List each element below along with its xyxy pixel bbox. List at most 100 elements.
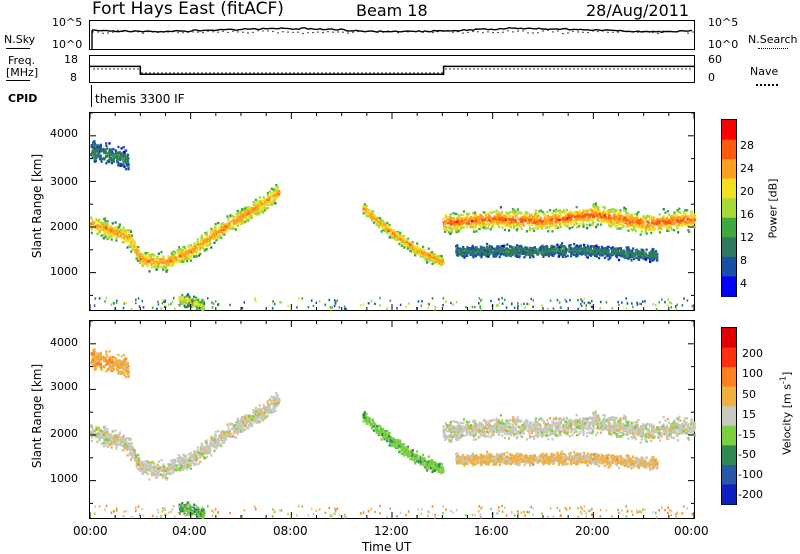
power-cell <box>270 200 273 203</box>
power-cell <box>620 223 623 227</box>
power-cell <box>518 246 521 249</box>
nave-point <box>493 68 495 70</box>
power-cell <box>112 234 115 238</box>
power-cell <box>247 216 250 219</box>
power-cell <box>239 212 242 215</box>
power-ytick-1000: 1000 <box>50 265 78 278</box>
power-cell <box>223 233 226 236</box>
power-cell <box>524 247 527 250</box>
nave-point <box>477 68 479 70</box>
power-cell <box>90 216 93 219</box>
power-cell <box>152 261 155 264</box>
nave-point <box>537 68 539 70</box>
power-cell <box>613 218 616 221</box>
noise-search-point <box>137 31 139 33</box>
power-cell <box>562 216 565 219</box>
nave-point <box>333 72 335 74</box>
nave-point <box>445 68 447 70</box>
power-cell <box>564 251 567 255</box>
noise-search-point <box>162 31 164 33</box>
power-cell <box>484 227 487 231</box>
power-cell <box>216 235 219 239</box>
power-cell <box>247 209 250 212</box>
power-cell <box>551 217 554 221</box>
power-cell <box>102 227 105 230</box>
power-cell <box>127 230 131 233</box>
power-cell <box>626 217 629 220</box>
nave-point <box>529 68 531 70</box>
power-cell <box>467 222 470 225</box>
power-cell <box>126 229 129 232</box>
power-cell <box>435 254 438 257</box>
power-cell <box>636 303 639 306</box>
noise-search-point <box>327 31 329 33</box>
power-cell <box>559 212 562 215</box>
power-cell <box>498 245 501 249</box>
power-cell <box>185 258 188 261</box>
power-cell <box>183 258 186 261</box>
power-cell <box>497 217 501 220</box>
power-cell <box>564 219 567 223</box>
power-cell <box>488 247 491 250</box>
power-cell <box>625 251 628 254</box>
power-cell <box>562 252 565 255</box>
power-cell <box>508 229 511 232</box>
power-cell <box>462 245 465 249</box>
power-cell <box>476 248 479 251</box>
power-cell <box>546 252 549 255</box>
power-cell <box>509 214 512 218</box>
power-cell <box>602 215 605 219</box>
power-cell <box>640 218 643 221</box>
power-cell <box>453 220 456 224</box>
power-cell <box>534 216 537 219</box>
nave-point <box>345 72 347 74</box>
power-cell <box>457 214 460 217</box>
power-cell <box>584 246 587 249</box>
power-cell <box>507 224 510 228</box>
power-cell <box>118 226 121 229</box>
power-cell <box>622 209 625 212</box>
noise-search-point <box>407 31 409 33</box>
noise-search-point <box>442 30 444 32</box>
power-cell <box>106 153 110 156</box>
noise-search-point <box>307 32 309 34</box>
power-cell <box>131 248 134 251</box>
power-cell <box>97 144 100 147</box>
power-cell <box>99 149 102 153</box>
power-cell <box>452 217 455 220</box>
noise-right-tick-bottom: 10^0 <box>708 38 739 51</box>
nave-point <box>205 72 207 74</box>
power-cell <box>440 263 443 267</box>
power-cell <box>602 220 605 223</box>
power-cell <box>466 254 469 257</box>
power-cell <box>494 250 497 253</box>
power-cell <box>197 298 200 301</box>
power-cell <box>480 255 483 259</box>
power-cell <box>548 252 551 256</box>
power-cell <box>606 251 609 254</box>
power-cell <box>646 225 649 228</box>
power-cell <box>163 266 166 269</box>
power-cell <box>127 162 130 165</box>
power-cell <box>611 248 614 251</box>
power-cell <box>180 257 183 261</box>
power-cell <box>221 226 224 229</box>
power-cell <box>460 213 463 216</box>
power-cell <box>145 256 148 259</box>
power-cell <box>647 224 650 227</box>
power-cell <box>167 260 170 263</box>
power-cell <box>410 250 413 253</box>
power-cell <box>227 224 230 228</box>
power-cell <box>453 226 456 229</box>
power-cell <box>546 247 549 250</box>
power-cell <box>268 196 272 200</box>
power-cell <box>626 215 629 219</box>
power-cell <box>246 210 249 214</box>
power-cell <box>531 227 535 230</box>
power-cell <box>662 208 665 211</box>
power-cell <box>246 218 250 221</box>
power-cell <box>575 226 579 229</box>
noise-search-point <box>562 32 564 35</box>
power-cell <box>419 251 422 254</box>
noise-search-point <box>557 30 559 32</box>
